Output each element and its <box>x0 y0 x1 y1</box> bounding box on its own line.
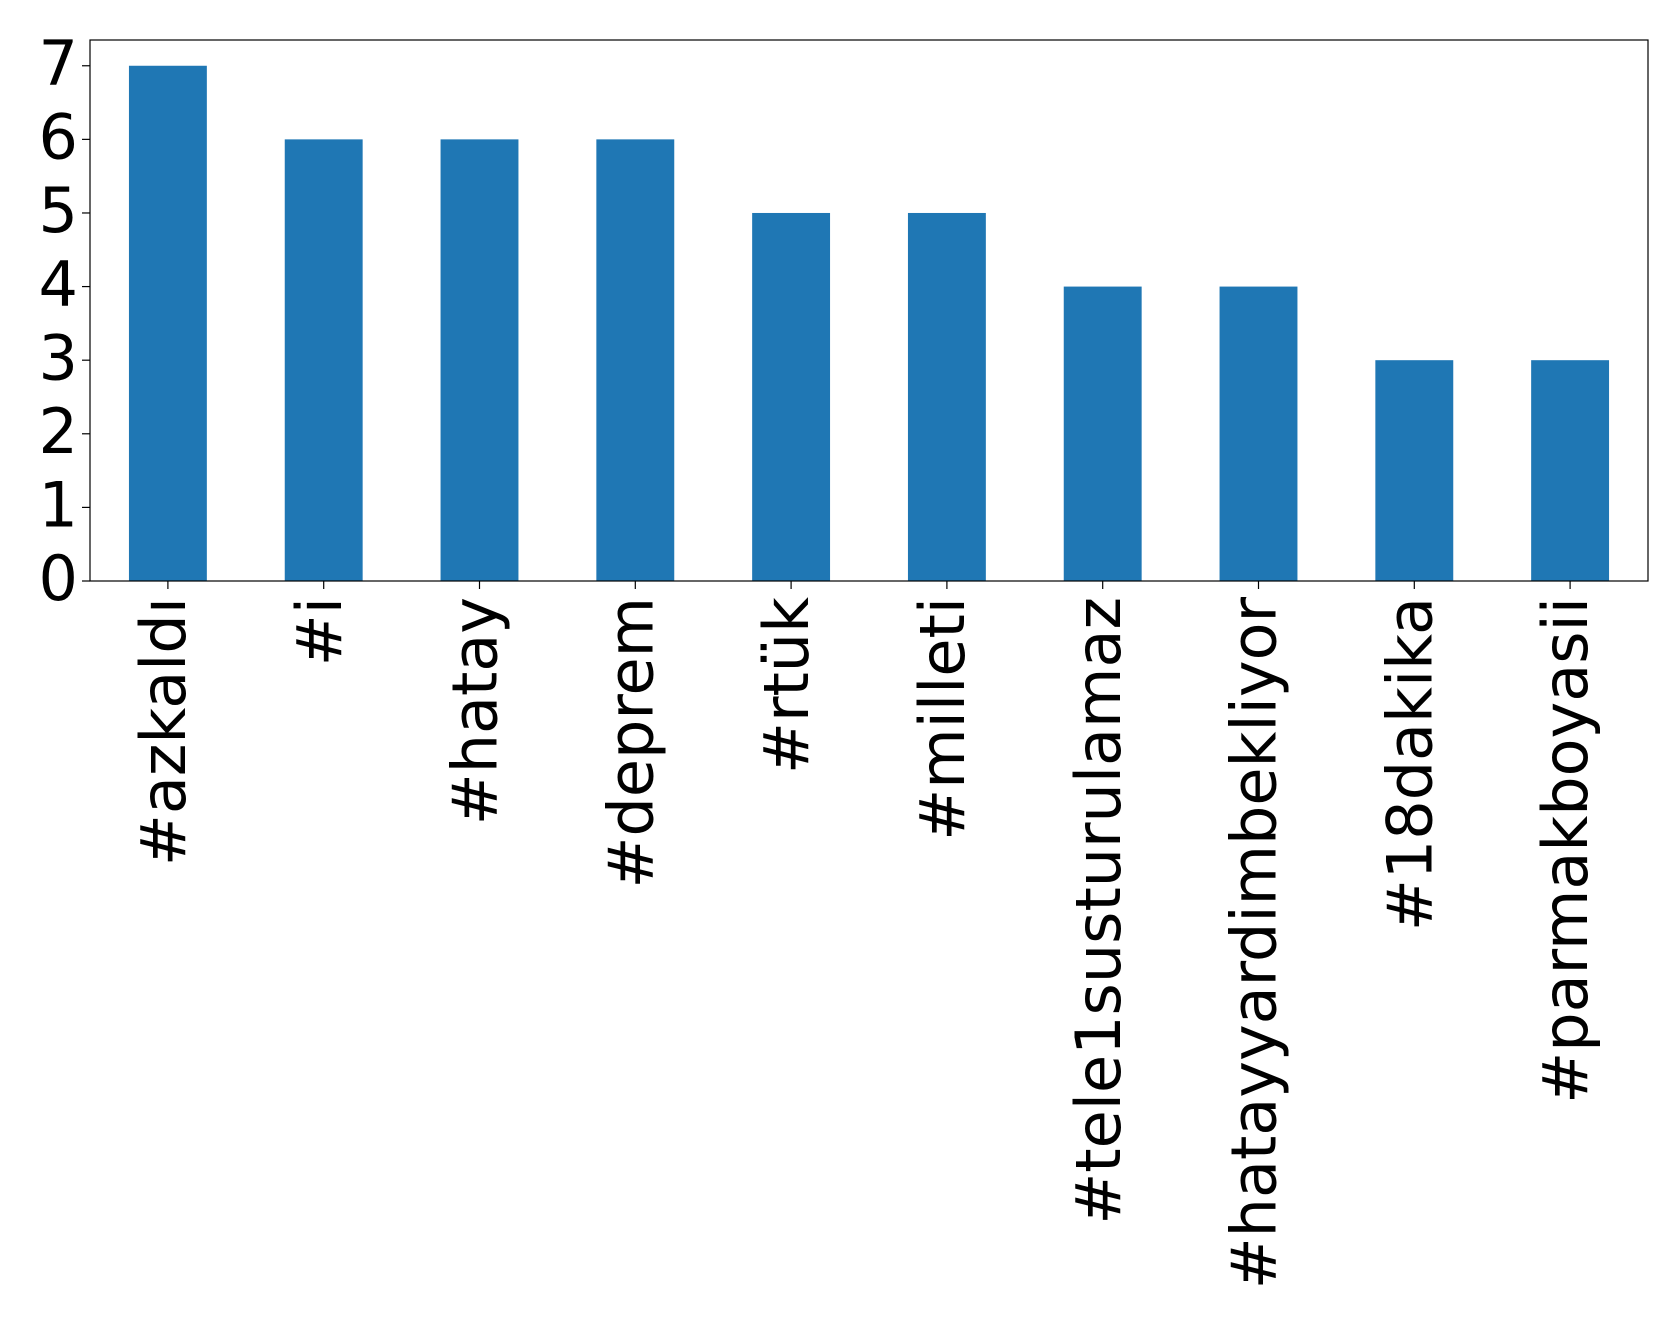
y-tick-label: 2 <box>39 395 78 468</box>
bar <box>596 139 675 581</box>
x-tick-label: #rtük <box>750 597 823 774</box>
x-tick-label: #hatay <box>439 597 512 825</box>
bar <box>128 65 207 581</box>
x-tick-label: #deprem <box>594 597 667 888</box>
y-tick-label: 3 <box>39 321 78 394</box>
y-tick-label: 5 <box>39 174 78 247</box>
x-tick-label: #parmakboyasii <box>1529 597 1602 1104</box>
bar <box>907 212 986 582</box>
x-tick-label: #i <box>283 597 356 666</box>
x-tick-label: #tele1susturulamaz <box>1062 597 1135 1225</box>
y-tick-label: 6 <box>39 100 78 173</box>
x-tick-label: #18dakika <box>1373 597 1446 931</box>
x-tick-label: #milleti <box>906 597 979 841</box>
x-tick-label: #hatayyardimbekliyor <box>1218 596 1291 1289</box>
bar <box>284 139 363 581</box>
bar <box>752 212 831 582</box>
x-tick-label: #azkaldı <box>127 597 200 866</box>
bar <box>440 139 519 581</box>
bar <box>1219 286 1298 581</box>
y-tick-label: 0 <box>39 542 78 615</box>
bar <box>1531 360 1610 581</box>
bar <box>1375 360 1454 581</box>
plot-frame <box>89 39 1649 582</box>
y-tick-label: 7 <box>39 27 78 100</box>
bar <box>1063 286 1142 581</box>
y-tick-label: 4 <box>39 248 78 321</box>
y-tick-label: 1 <box>39 468 78 541</box>
